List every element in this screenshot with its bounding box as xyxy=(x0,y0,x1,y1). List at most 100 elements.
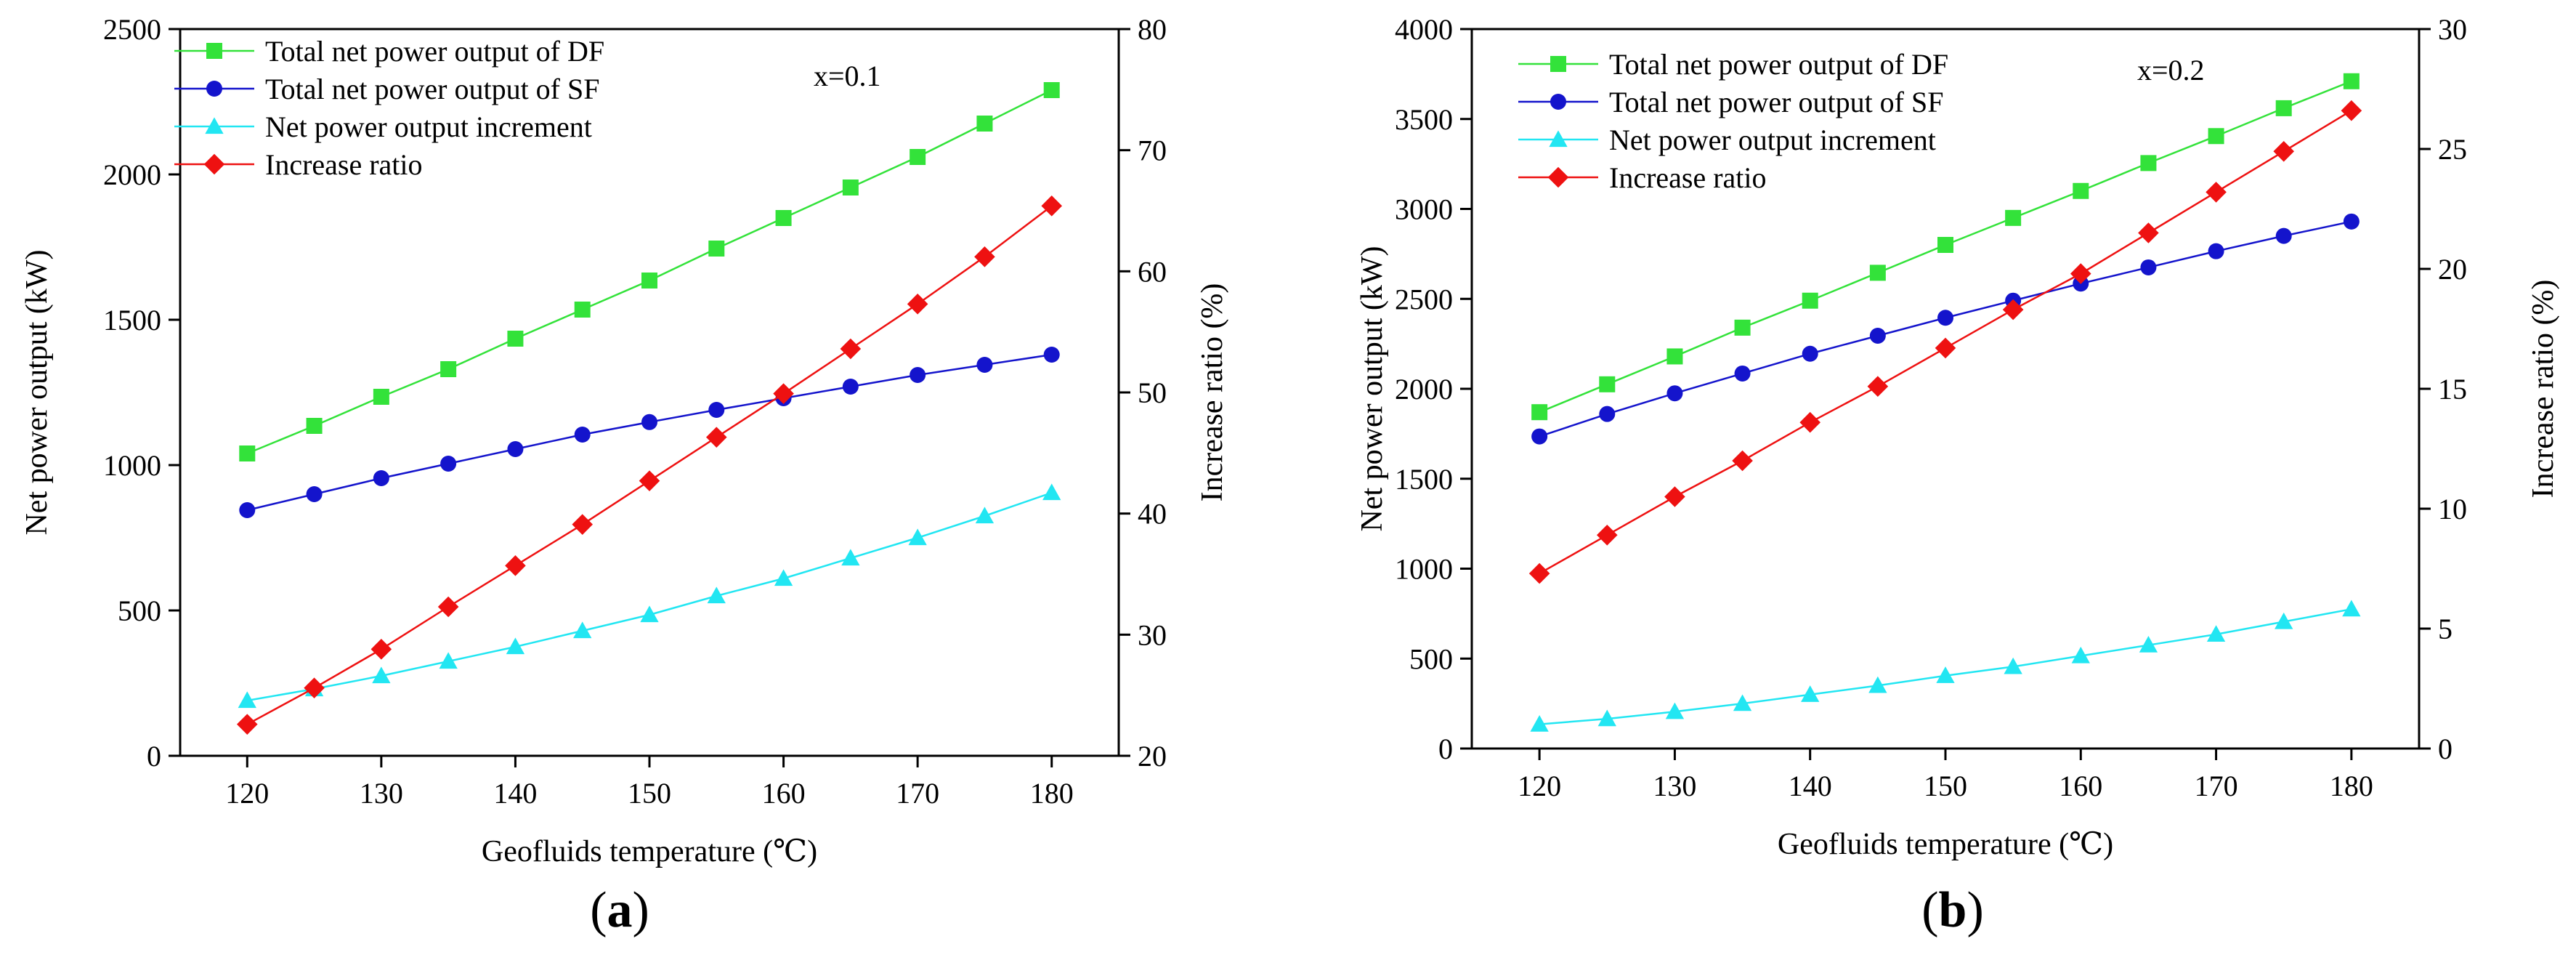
y2-tick-label: 5 xyxy=(2438,613,2453,645)
y2-tick-label: 30 xyxy=(2438,13,2467,46)
data-point xyxy=(1597,709,1616,727)
legend-entry: Net power output increment xyxy=(1609,124,1936,156)
y2-tick-label: 80 xyxy=(1138,13,1167,46)
data-point xyxy=(1868,676,1887,693)
data-point xyxy=(1869,327,1886,344)
y-tick-label: 500 xyxy=(118,594,161,627)
x-axis-title: Geofluids temperature (℃) xyxy=(482,835,817,868)
data-point xyxy=(239,502,256,518)
y2-tick-label: 15 xyxy=(2438,373,2467,406)
x-tick-label: 170 xyxy=(2195,770,2238,802)
data-point xyxy=(976,357,993,373)
data-point xyxy=(440,361,457,377)
data-point xyxy=(1801,685,1820,702)
data-point xyxy=(2140,155,2157,172)
y-axis-title: Net power output (kW) xyxy=(20,249,54,535)
data-point xyxy=(370,639,392,660)
data-point xyxy=(2005,209,2022,226)
data-point xyxy=(641,273,657,289)
data-point xyxy=(841,549,860,566)
x-tick-label: 180 xyxy=(2330,770,2373,802)
panel-label: (a) xyxy=(590,882,649,938)
data-point xyxy=(1802,345,1818,362)
data-point xyxy=(840,338,862,360)
data-point xyxy=(1802,292,1818,309)
y-tick-label: 1000 xyxy=(1395,553,1453,586)
data-point xyxy=(1734,319,1751,336)
y2-tick-label: 50 xyxy=(1138,376,1167,409)
data-point xyxy=(2004,657,2022,674)
data-point xyxy=(2208,128,2224,145)
panel-label: (b) xyxy=(1921,882,1984,938)
data-point xyxy=(1734,365,1751,382)
data-point xyxy=(1665,702,1685,719)
y2-tick-label: 0 xyxy=(2438,733,2453,765)
y-tick-label: 3500 xyxy=(1395,103,1453,136)
data-point xyxy=(2343,73,2360,89)
series-line xyxy=(246,89,1053,455)
data-point xyxy=(1042,483,1061,501)
data-point xyxy=(574,427,591,443)
data-point xyxy=(1666,348,1683,365)
data-point xyxy=(437,596,459,618)
legend-entry: Total net power output of SF xyxy=(265,73,600,105)
data-point xyxy=(239,445,256,461)
x-tick-label: 130 xyxy=(360,777,403,810)
data-point xyxy=(1937,237,1953,253)
data-point xyxy=(1732,450,1753,472)
data-point xyxy=(910,149,926,165)
y2-tick-label: 20 xyxy=(2438,253,2467,286)
legend-entry: Increase ratio xyxy=(1609,161,1767,194)
x-tick-label: 170 xyxy=(896,777,939,810)
data-point xyxy=(774,569,793,586)
data-point xyxy=(507,331,524,347)
data-point xyxy=(1528,562,1550,584)
x-tick-label: 160 xyxy=(762,777,806,810)
data-point xyxy=(1599,376,1616,392)
y2-axis-title: Increase ratio (%) xyxy=(2527,280,2560,499)
data-point xyxy=(2342,600,2361,617)
y-tick-label: 2000 xyxy=(1395,373,1453,406)
data-point xyxy=(2343,213,2360,230)
data-point xyxy=(372,666,391,684)
data-point xyxy=(440,456,457,472)
data-point xyxy=(2206,625,2226,642)
data-point xyxy=(1869,265,1886,281)
legend-entry: Total net power output of DF xyxy=(1609,48,1948,81)
data-point xyxy=(1041,195,1063,217)
data-point xyxy=(2275,100,2292,116)
x-tick-label: 120 xyxy=(1518,770,1561,802)
data-point xyxy=(1599,406,1616,422)
data-point xyxy=(773,383,794,404)
data-point xyxy=(507,441,524,457)
y2-tick-label: 60 xyxy=(1138,255,1167,288)
x-tick-label: 150 xyxy=(1924,770,1967,802)
y-tick-label: 1000 xyxy=(103,449,161,482)
data-point xyxy=(1936,666,1955,683)
data-point xyxy=(640,605,659,623)
x-tick-label: 130 xyxy=(1653,770,1696,802)
data-point xyxy=(1043,82,1060,98)
data-point xyxy=(705,427,727,448)
x-axis-title: Geofluids temperature (℃) xyxy=(1778,828,2113,861)
legend-marker xyxy=(205,117,224,134)
data-point xyxy=(708,241,725,257)
data-point xyxy=(1867,376,1889,397)
series-line xyxy=(1539,220,2352,437)
x-tick-label: 140 xyxy=(1789,770,1832,802)
data-point xyxy=(1799,411,1821,433)
data-point xyxy=(574,302,591,318)
y2-tick-label: 10 xyxy=(2438,493,2467,525)
legend-marker xyxy=(203,153,225,175)
data-point xyxy=(373,470,389,486)
x-tick-label: 150 xyxy=(628,777,671,810)
data-point xyxy=(1530,714,1549,732)
legend-marker xyxy=(1547,166,1569,188)
data-point xyxy=(2138,222,2159,243)
data-point xyxy=(1935,337,1956,359)
y2-tick-label: 40 xyxy=(1138,498,1167,531)
data-point xyxy=(775,210,792,226)
data-point xyxy=(2275,227,2292,244)
y-tick-label: 1500 xyxy=(1395,463,1453,496)
data-point xyxy=(306,418,323,434)
